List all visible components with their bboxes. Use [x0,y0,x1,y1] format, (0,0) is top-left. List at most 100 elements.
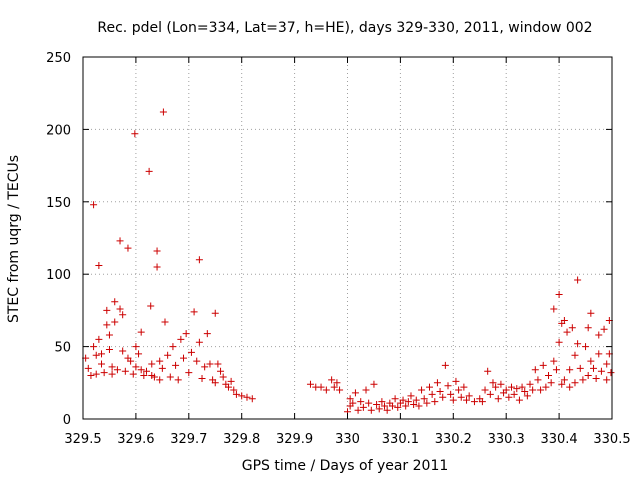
data-point [92,370,100,378]
data-point [449,396,457,404]
data-point [566,366,574,374]
data-point [92,351,100,359]
data-point [100,369,108,377]
y-tick-label: 50 [54,341,71,356]
data-point [159,108,167,116]
data-point [455,386,463,394]
data-point [407,392,415,400]
data-point [98,360,106,368]
data-point [95,335,103,343]
data-point [135,350,143,358]
data-point [534,376,542,384]
data-point [447,390,455,398]
data-point [105,345,113,353]
data-point [211,309,219,317]
y-tick-label: 0 [63,413,71,428]
data-point [195,256,203,264]
data-point [203,330,211,338]
data-point [492,383,500,391]
data-point [545,372,553,380]
y-tick-label: 150 [46,196,71,211]
data-point [219,373,227,381]
data-point [484,367,492,375]
data-point [177,335,185,343]
data-point [465,392,473,400]
data-point [153,263,161,271]
data-point [185,369,193,377]
data-point [478,398,486,406]
data-point [206,360,214,368]
data-point [595,350,603,358]
data-point [383,406,391,414]
data-point [505,393,513,401]
data-point [555,290,563,298]
data-point [90,201,98,209]
data-point [431,398,439,406]
data-point [460,383,468,391]
data-point [494,395,502,403]
data-point [370,380,378,388]
x-tick-label: 330.5 [593,432,630,447]
data-point [515,396,523,404]
data-point [129,370,137,378]
data-point [354,406,362,414]
data-point [238,392,246,400]
data-point [547,379,555,387]
data-point [452,377,460,385]
x-tick-label: 330 [335,432,360,447]
data-point [230,386,238,394]
data-point [108,363,116,371]
data-point [119,347,127,355]
data-point [502,386,510,394]
data-point [306,380,314,388]
x-tick-label: 329.6 [117,432,154,447]
data-point [147,302,155,310]
data-point [555,338,563,346]
data-point [523,392,531,400]
data-point [164,351,172,359]
data-point [576,364,584,372]
data-point [428,390,436,398]
data-point [481,386,489,394]
data-point [140,372,148,380]
data-point [402,402,410,410]
x-tick-label: 329.8 [223,432,260,447]
data-point [98,350,106,358]
data-point [537,386,545,394]
data-point [486,390,494,398]
data-point [603,360,611,368]
data-point [497,380,505,388]
data-point [391,395,399,403]
x-tick-label: 329.9 [276,432,313,447]
data-point [169,343,177,351]
data-point [489,379,497,387]
data-point [415,402,423,410]
data-point [113,366,121,374]
data-point [132,363,140,371]
x-tick-label: 330.2 [435,432,472,447]
data-point [198,374,206,382]
data-point [381,402,389,410]
data-point [597,367,605,375]
data-point [375,405,383,413]
data-point [513,385,521,393]
data-point [248,395,256,403]
y-tick-label: 250 [46,51,71,66]
data-point [439,393,447,401]
data-point [552,366,560,374]
data-point [587,309,595,317]
data-point [351,389,359,397]
data-point [412,396,420,404]
data-point [607,369,615,377]
data-point [510,390,518,398]
data-point [161,318,169,326]
data-point [463,396,471,404]
data-point [158,364,166,372]
data-point [153,247,161,255]
chart-title: Rec. pdel (Lon=334, Lat=37, h=HE), days … [97,20,592,36]
data-point [111,318,119,326]
data-point [119,311,127,319]
data-point [137,328,145,336]
grid [83,57,612,419]
